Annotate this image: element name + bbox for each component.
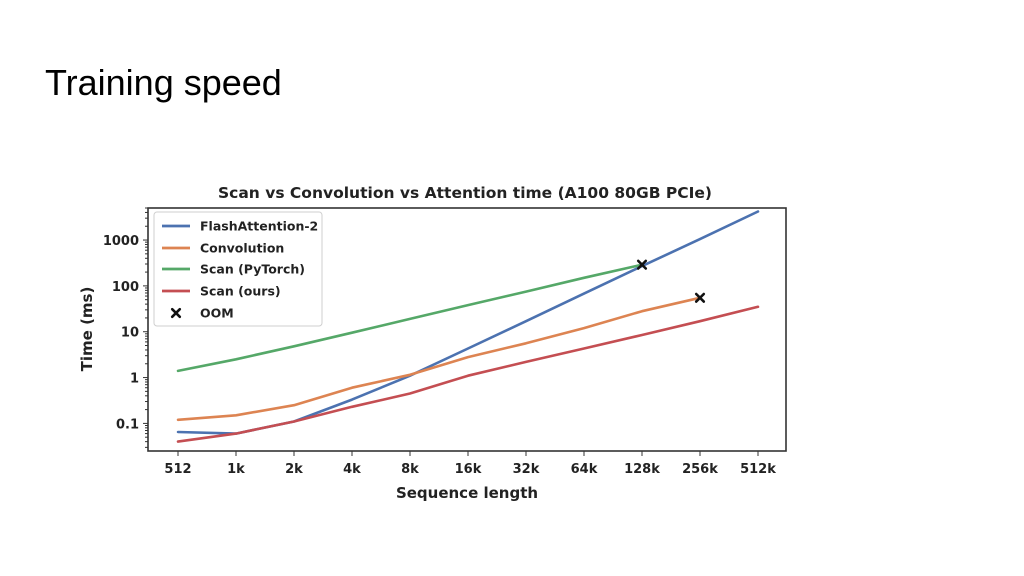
y-axis-label: Time (ms) [78, 287, 96, 372]
y-tick-label: 1000 [103, 234, 139, 249]
legend-label: OOM [200, 306, 234, 321]
x-tick-label: 4k [343, 462, 361, 477]
x-tick-label: 512 [164, 462, 191, 477]
x-tick-label: 256k [682, 462, 718, 477]
legend-label: Convolution [200, 241, 284, 256]
legend-oom-swatch [170, 307, 182, 319]
oom-marker [636, 259, 648, 270]
series-line-scan-pytorch [176, 263, 644, 373]
y-tick-label: 1 [130, 372, 139, 387]
x-tick-label: 512k [740, 462, 776, 477]
x-tick-label: 128k [624, 462, 660, 477]
x-tick-label: 8k [401, 462, 419, 477]
legend: FlashAttention-2 Convolution Scan (PyTorch… [153, 211, 323, 327]
oom-marker [694, 292, 706, 303]
x-axis-label: Sequence length [396, 484, 538, 502]
plot-frame [147, 207, 787, 452]
x-tick-label: 64k [571, 462, 598, 477]
series-layer [176, 210, 760, 443]
y-tick-label: 100 [112, 280, 139, 295]
chart: Scan vs Convolution vs Attention time (A… [78, 184, 787, 502]
legend-label: Scan (ours) [200, 284, 281, 299]
series-line-convolution [176, 296, 702, 422]
x-tick-label: 16k [455, 462, 482, 477]
y-tick-label: 0.1 [116, 417, 139, 432]
oom-markers [636, 259, 706, 303]
legend-label: FlashAttention-2 [200, 219, 318, 234]
slide-title: Training speed [45, 62, 282, 103]
legend-label: Scan (PyTorch) [200, 262, 305, 277]
x-tick-label: 32k [513, 462, 540, 477]
chart-title: Scan vs Convolution vs Attention time (A… [218, 184, 712, 202]
legend-frame [153, 211, 323, 327]
y-axis: 0.1 1 10 100 1000 [103, 207, 148, 448]
y-tick-label: 10 [121, 326, 139, 341]
x-tick-label: 1k [227, 462, 245, 477]
series-line-scan-ours [176, 305, 760, 443]
x-tick-label: 2k [285, 462, 303, 477]
x-axis: 512 1k 2k 4k 8k 16k 32k 64k 128k 256k 512k [164, 451, 776, 477]
